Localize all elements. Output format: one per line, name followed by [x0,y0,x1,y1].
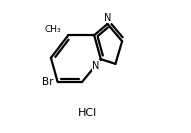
Text: HCl: HCl [78,108,97,118]
Text: CH₃: CH₃ [44,25,61,34]
Text: Br: Br [42,77,54,87]
Text: N: N [92,61,100,70]
Text: N: N [104,13,111,23]
